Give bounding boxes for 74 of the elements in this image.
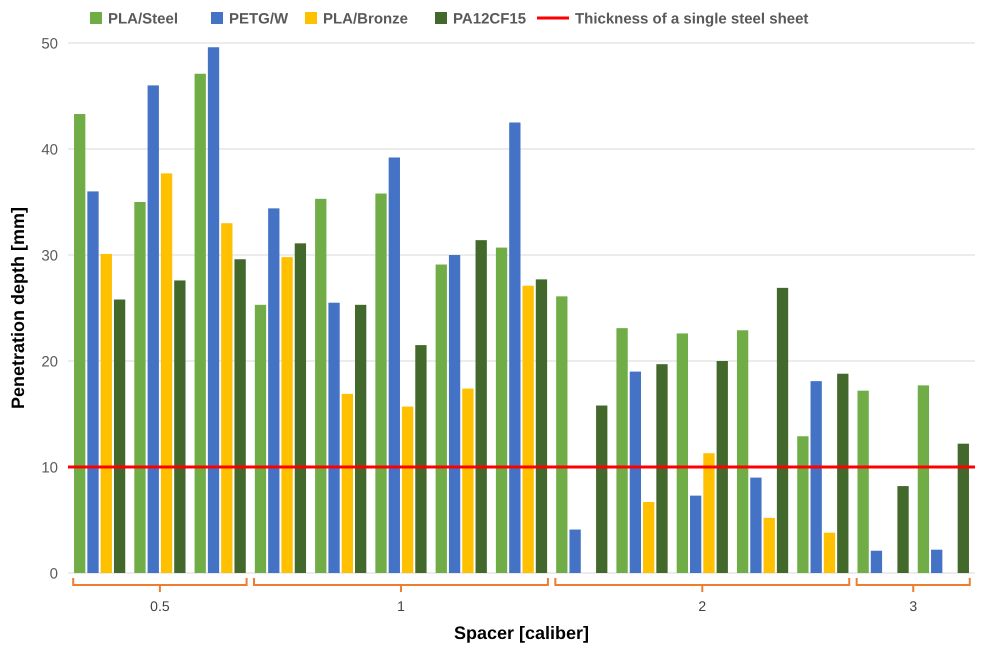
bar [870,550,882,573]
bar [857,390,869,573]
bar [931,550,942,573]
y-tick-label: 30 [41,247,58,264]
bar [824,532,836,573]
bar [448,255,460,573]
legend-label: Thickness of a single steel sheet [575,10,808,28]
bar [509,122,520,573]
bar [342,394,354,573]
bar [764,518,775,573]
x-axis-title: Spacer [caliber] [454,623,590,643]
bar [522,286,534,573]
legend-label: PA12CF15 [453,10,526,28]
y-tick-label: 10 [41,459,58,476]
bar [690,496,702,573]
bar [462,388,474,573]
text: 3 [909,598,918,614]
bar [496,248,508,573]
bar [676,333,688,573]
bar [476,240,487,573]
bar [776,288,788,573]
bar [148,85,159,573]
bar [160,173,172,573]
bar [208,47,220,573]
bar [234,259,246,573]
text: 0.5 [150,598,170,614]
bar [388,157,400,573]
bar [569,530,581,573]
bar [87,191,99,573]
bar [596,406,608,573]
bar [294,243,306,573]
bar [643,502,654,573]
y-tick-label: 20 [41,353,58,370]
bar [174,280,186,573]
text: 2 [698,598,706,614]
bar [114,300,126,573]
bar [100,254,112,573]
y-tick-label: 40 [41,141,58,158]
bar [810,381,822,573]
bar [630,372,642,573]
bar [703,453,715,573]
bar [194,74,206,573]
bar [736,330,748,573]
bar [536,279,548,573]
bar [268,208,280,573]
bar [958,444,969,573]
y-axis-title: Penetration depth [mm] [8,206,28,410]
bar [716,361,728,573]
bar [415,345,427,573]
bar [750,478,762,573]
bar [918,385,930,573]
bar [221,223,232,573]
bar [897,486,909,573]
bar [837,374,848,573]
bar [616,328,628,573]
bar [315,198,326,573]
bar [556,296,568,573]
bar [355,304,366,573]
y-tick-label: 50 [41,35,58,52]
legend-label: PLA/Steel [108,10,178,28]
y-tick-label: 0 [50,565,58,582]
legend-label: PLA/Bronze [323,10,408,28]
bar [254,304,266,573]
legend-label: PETG/W [229,10,290,28]
bar [402,406,414,573]
bar [375,194,387,573]
bar [328,302,340,573]
bar [74,114,86,573]
text: 1 [397,598,406,614]
bar [656,364,668,573]
bar [797,436,809,573]
bar [281,257,293,573]
bar [436,264,447,573]
bar [134,202,146,573]
